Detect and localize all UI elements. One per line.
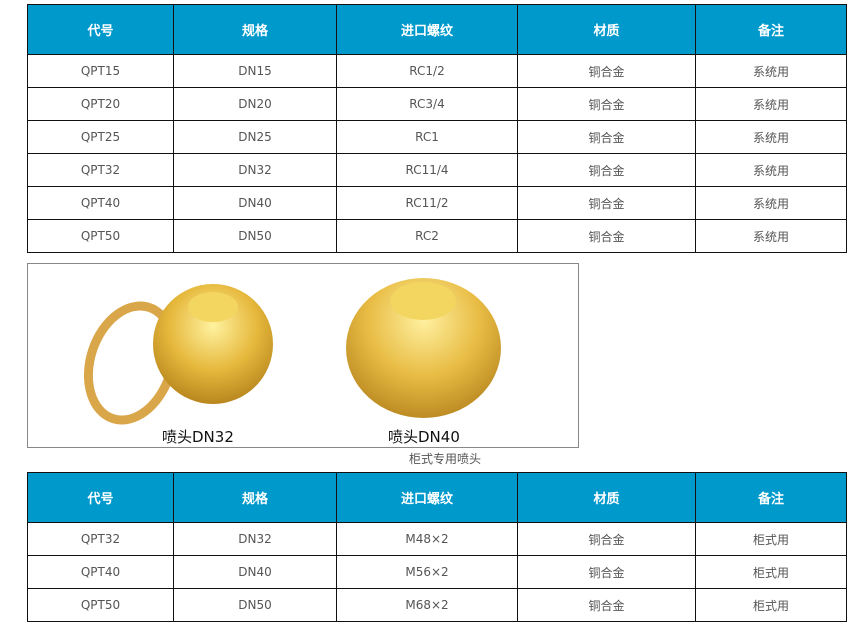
cell-spec: DN20: [173, 87, 337, 121]
product-image: 喷头DN32 喷头DN40: [27, 263, 579, 448]
cell-note: 柜式用: [695, 588, 847, 622]
cell-code: QPT32: [27, 522, 174, 556]
header-spec: 规格: [173, 472, 337, 523]
cell-spec: DN25: [173, 120, 337, 154]
label-dn40: 喷头DN40: [388, 428, 460, 446]
header-material: 材质: [517, 4, 696, 55]
header-code: 代号: [27, 4, 174, 55]
header-spec: 规格: [173, 4, 337, 55]
cell-material: 铜合金: [517, 219, 696, 253]
cell-thread: M56×2: [336, 555, 518, 589]
image-caption: 柜式专用喷头: [408, 452, 481, 466]
cell-material: 铜合金: [517, 87, 696, 121]
header-note: 备注: [695, 472, 847, 523]
cell-code: QPT40: [27, 186, 174, 220]
cell-code: QPT40: [27, 555, 174, 589]
header-material: 材质: [517, 472, 696, 523]
cell-thread: M68×2: [336, 588, 518, 622]
table-row: QPT15 DN15 RC1/2 铜合金 系统用: [27, 54, 847, 88]
cell-note: 柜式用: [695, 522, 847, 556]
cell-note: 系统用: [695, 87, 847, 121]
cell-note: 系统用: [695, 153, 847, 187]
table-row: QPT25 DN25 RC1 铜合金 系统用: [27, 120, 847, 154]
cell-spec: DN50: [173, 219, 337, 253]
table-row: QPT50 DN50 RC2 铜合金 系统用: [27, 219, 847, 253]
cell-code: QPT20: [27, 87, 174, 121]
cell-code: QPT50: [27, 588, 174, 622]
table-row: QPT40 DN40 RC11/2 铜合金 系统用: [27, 186, 847, 220]
cell-note: 系统用: [695, 54, 847, 88]
cell-code: QPT25: [27, 120, 174, 154]
cell-spec: DN32: [173, 522, 337, 556]
table-row: QPT50 DN50 M68×2 铜合金 柜式用: [27, 588, 847, 622]
spec-table-system: 代号 规格 进口螺纹 材质 备注 QPT15 DN15 RC1/2 铜合金 系统用 QPT…: [27, 4, 847, 253]
cell-thread: RC11/4: [336, 153, 518, 187]
cell-material: 铜合金: [517, 555, 696, 589]
header-thread: 进口螺纹: [336, 4, 518, 55]
cell-thread: RC3/4: [336, 87, 518, 121]
cell-note: 柜式用: [695, 555, 847, 589]
header-note: 备注: [695, 4, 847, 55]
table-row: QPT40 DN40 M56×2 铜合金 柜式用: [27, 555, 847, 589]
cell-thread: RC11/2: [336, 186, 518, 220]
spec-table-cabinet: 代号 规格 进口螺纹 材质 备注 QPT32 DN32 M48×2 铜合金 柜式用 QPT…: [27, 472, 847, 622]
cell-thread: M48×2: [336, 522, 518, 556]
cell-spec: DN50: [173, 588, 337, 622]
cell-material: 铜合金: [517, 153, 696, 187]
cell-code: QPT15: [27, 54, 174, 88]
cell-note: 系统用: [695, 120, 847, 154]
label-dn32: 喷头DN32: [162, 428, 234, 446]
table-header-row: 代号 规格 进口螺纹 材质 备注: [27, 472, 847, 523]
cell-thread: RC2: [336, 219, 518, 253]
cell-note: 系统用: [695, 186, 847, 220]
cell-code: QPT50: [27, 219, 174, 253]
cell-spec: DN40: [173, 555, 337, 589]
cell-note: 系统用: [695, 219, 847, 253]
table-row: QPT20 DN20 RC3/4 铜合金 系统用: [27, 87, 847, 121]
cell-material: 铜合金: [517, 588, 696, 622]
cell-material: 铜合金: [517, 522, 696, 556]
header-code: 代号: [27, 472, 174, 523]
cell-spec: DN15: [173, 54, 337, 88]
cell-spec: DN32: [173, 153, 337, 187]
table-header-row: 代号 规格 进口螺纹 材质 备注: [27, 4, 847, 55]
table-row: QPT32 DN32 M48×2 铜合金 柜式用: [27, 522, 847, 556]
cell-material: 铜合金: [517, 54, 696, 88]
cell-material: 铜合金: [517, 120, 696, 154]
cell-thread: RC1: [336, 120, 518, 154]
header-thread: 进口螺纹: [336, 472, 518, 523]
cell-spec: DN40: [173, 186, 337, 220]
cell-thread: RC1/2: [336, 54, 518, 88]
cell-code: QPT32: [27, 153, 174, 187]
table-row: QPT32 DN32 RC11/4 铜合金 系统用: [27, 153, 847, 187]
cell-material: 铜合金: [517, 186, 696, 220]
